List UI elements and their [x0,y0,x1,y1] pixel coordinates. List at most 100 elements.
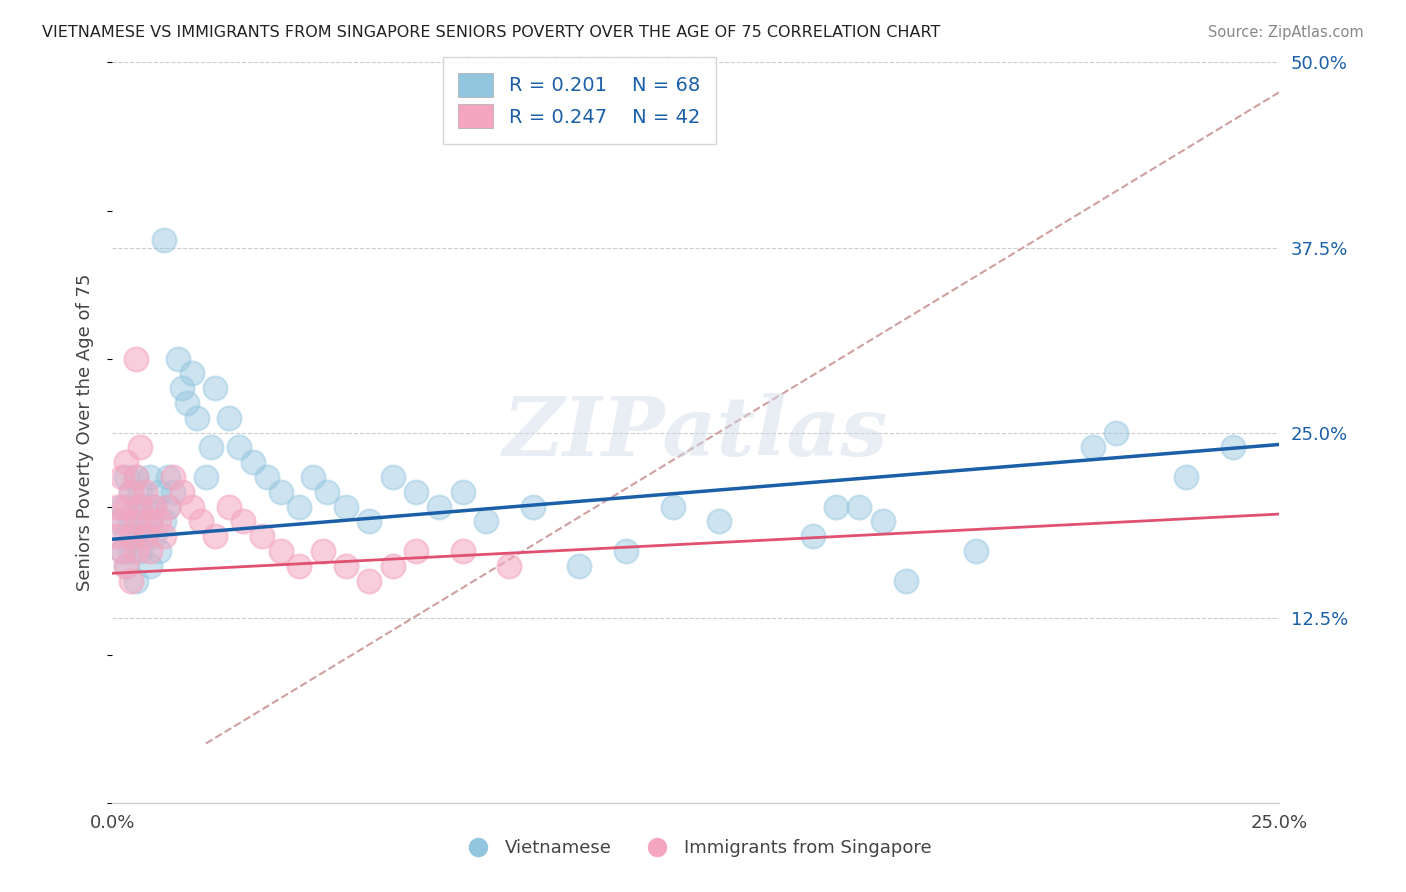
Point [172,484,194,499]
Point [302,470,325,484]
Point [120,515,142,529]
Point [139,515,162,529]
Point [143,529,166,543]
Point [405,484,427,499]
Point [125,574,148,588]
Point [153,233,176,247]
Point [139,470,162,484]
Point [186,410,208,425]
Point [162,470,184,484]
Point [1175,470,1198,484]
Point [111,544,134,558]
Point [120,529,142,543]
Point [200,441,222,455]
Point [451,484,474,499]
Point [614,544,637,558]
Legend: Vietnamese, Immigrants from Singapore: Vietnamese, Immigrants from Singapore [453,831,939,864]
Point [105,515,128,529]
Point [475,515,498,529]
Point [129,515,152,529]
Point [125,351,148,366]
Point [134,484,156,499]
Point [176,396,198,410]
Point [180,500,202,514]
Point [120,544,142,558]
Point [120,484,142,499]
Point [405,544,427,558]
Point [111,500,134,514]
Text: ZIPatlas: ZIPatlas [503,392,889,473]
Point [661,500,683,514]
Point [111,544,134,558]
Point [125,500,148,514]
Point [359,574,381,588]
Point [166,351,188,366]
Point [825,500,848,514]
Point [872,515,894,529]
Point [134,529,156,543]
Point [115,529,138,543]
Point [162,484,184,499]
Point [194,470,217,484]
Point [115,455,138,469]
Point [848,500,870,514]
Y-axis label: Seniors Poverty Over the Age of 75: Seniors Poverty Over the Age of 75 [76,274,94,591]
Point [134,500,156,514]
Point [129,484,152,499]
Point [120,484,142,499]
Point [143,500,166,514]
Point [105,529,128,543]
Point [157,500,180,514]
Point [894,574,917,588]
Point [204,529,226,543]
Point [427,500,450,514]
Point [568,558,591,573]
Point [111,515,134,529]
Point [270,544,292,558]
Point [180,367,202,381]
Text: VIETNAMESE VS IMMIGRANTS FROM SINGAPORE SENIORS POVERTY OVER THE AGE OF 75 CORRE: VIETNAMESE VS IMMIGRANTS FROM SINGAPORE … [42,25,941,40]
Point [288,558,311,573]
Point [115,470,138,484]
Point [359,515,381,529]
Point [218,410,240,425]
Point [134,529,156,543]
Point [125,470,148,484]
Point [204,381,226,395]
Point [115,500,138,514]
Point [125,470,148,484]
Point [709,515,731,529]
Point [157,500,180,514]
Point [125,544,148,558]
Point [270,484,292,499]
Point [148,515,170,529]
Point [153,515,176,529]
Point [190,515,212,529]
Point [451,544,474,558]
Point [381,470,404,484]
Point [129,500,152,514]
Point [143,500,166,514]
Point [218,500,240,514]
Point [1222,441,1244,455]
Point [228,441,250,455]
Point [125,529,148,543]
Point [129,441,152,455]
Point [125,515,148,529]
Point [157,470,180,484]
Text: Source: ZipAtlas.com: Source: ZipAtlas.com [1208,25,1364,40]
Point [498,558,520,573]
Point [801,529,824,543]
Point [316,484,339,499]
Point [335,558,357,573]
Point [1105,425,1128,440]
Point [115,558,138,573]
Point [172,381,194,395]
Point [381,558,404,573]
Point [111,470,134,484]
Point [522,500,544,514]
Point [120,574,142,588]
Point [242,455,264,469]
Point [232,515,254,529]
Point [153,529,176,543]
